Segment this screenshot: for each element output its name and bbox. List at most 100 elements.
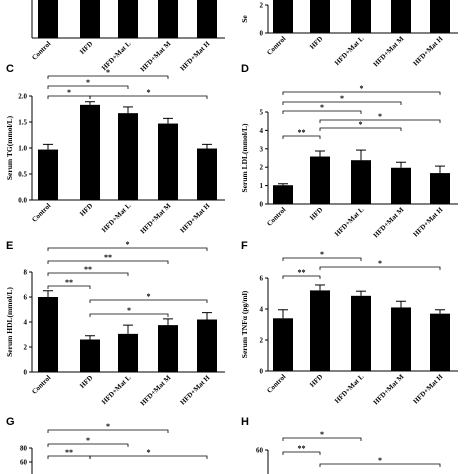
significance-label: * xyxy=(320,250,324,259)
significance-label: ** xyxy=(298,128,306,137)
significance-label: * xyxy=(320,430,324,439)
x-tick-label: HFD+Mat L xyxy=(100,374,132,406)
significance-label: * xyxy=(378,259,382,268)
significance-label: ** xyxy=(65,278,73,287)
significance-label: * xyxy=(86,78,90,87)
x-tick-label: HFD+Mat M xyxy=(372,34,406,68)
y-tick-label: 0 xyxy=(24,369,28,377)
x-tick-label: HFD xyxy=(308,35,324,51)
x-tick-label: HFD+Mat M xyxy=(372,372,406,406)
y-tick-label: 60 xyxy=(20,459,28,467)
bar xyxy=(430,313,450,371)
bar xyxy=(197,319,217,372)
bar xyxy=(391,0,411,33)
x-tick-label: HFD xyxy=(308,373,324,389)
y-tick-label: 0 xyxy=(260,30,264,38)
significance-label: ** xyxy=(298,268,306,277)
bar xyxy=(158,0,178,38)
bar xyxy=(351,160,371,204)
significance-label: * xyxy=(147,292,151,301)
significance-label: * xyxy=(127,306,131,315)
x-tick-label: Control xyxy=(265,35,287,57)
significance-bracket xyxy=(282,275,321,279)
y-tick-label: 0 xyxy=(260,201,264,209)
x-tick-label: HFD+Mat M xyxy=(372,205,406,239)
bar xyxy=(391,167,411,204)
significance-label: * xyxy=(106,68,110,77)
y-tick-label: 3 xyxy=(260,145,264,153)
y-tick-label: 6 xyxy=(24,294,28,302)
y-tick-label: 8 xyxy=(24,269,28,277)
y-tick-label: 1.0 xyxy=(18,145,27,153)
significance-label: * xyxy=(320,103,324,112)
significance-bracket xyxy=(47,247,208,251)
x-tick-label: HFD xyxy=(78,202,94,218)
significance-label: * xyxy=(106,422,110,431)
x-tick-label: HFD+Mat M xyxy=(139,373,173,407)
significance-bracket xyxy=(47,75,169,79)
y-axis-label: Se xyxy=(240,15,249,23)
significance-bracket xyxy=(89,95,208,99)
y-tick-label: 2 xyxy=(260,337,264,345)
bar xyxy=(80,0,100,38)
x-tick-label: Control xyxy=(265,373,287,395)
significance-label: * xyxy=(126,240,130,249)
significance-bracket xyxy=(282,101,402,105)
y-tick-label: 2 xyxy=(260,164,264,172)
x-tick-label: Control xyxy=(30,374,52,396)
x-tick-label: HFD xyxy=(308,206,324,222)
bar xyxy=(38,0,58,38)
bar xyxy=(118,113,138,200)
y-tick-label: 60 xyxy=(256,447,264,455)
significance-bracket xyxy=(282,451,321,455)
significance-bracket xyxy=(319,266,441,270)
significance-label: * xyxy=(147,88,151,97)
bar xyxy=(273,318,293,371)
x-tick-label: Control xyxy=(30,202,52,224)
x-tick-label: HFD+Mat H xyxy=(412,372,445,405)
x-tick-label: Control xyxy=(30,40,52,62)
x-tick-label: HFD+Mat M xyxy=(139,201,173,235)
y-tick-label: 0 xyxy=(260,368,264,376)
significance-label: * xyxy=(147,448,151,457)
significance-label: ** xyxy=(298,444,306,453)
y-axis-label: Serum LDL(mmol/L) xyxy=(240,123,249,192)
y-tick-label: 0.5 xyxy=(18,171,27,179)
significance-label: * xyxy=(378,456,382,465)
x-tick-label: HFD+Mat L xyxy=(333,206,365,238)
y-tick-label: 0.0 xyxy=(18,197,27,205)
y-tick-label: 5 xyxy=(260,109,264,117)
significance-label: * xyxy=(378,112,382,121)
panel-letter: E xyxy=(6,240,13,252)
significance-bracket xyxy=(282,437,362,441)
panel-letter: H xyxy=(241,416,249,428)
x-tick-label: HFD+Mat M xyxy=(139,39,173,73)
bar xyxy=(310,156,330,204)
bar xyxy=(38,297,58,372)
x-tick-label: HFD+Mat L xyxy=(333,35,365,67)
panel-letter: F xyxy=(241,240,248,252)
significance-bracket xyxy=(47,285,91,289)
y-tick-label: 80 xyxy=(20,445,28,453)
bar xyxy=(197,0,217,38)
x-tick-label: HFD xyxy=(78,374,94,390)
bar xyxy=(80,339,100,372)
significance-bracket xyxy=(282,91,441,95)
significance-bracket xyxy=(47,429,169,433)
significance-bracket xyxy=(282,257,362,261)
bar xyxy=(391,307,411,371)
x-tick-label: HFD+Mat H xyxy=(179,39,212,72)
x-tick-label: HFD+Mat H xyxy=(179,201,212,234)
bar xyxy=(351,0,371,33)
significance-label: * xyxy=(86,436,90,445)
significance-label: ** xyxy=(65,448,73,457)
y-tick-label: 1 xyxy=(260,182,264,190)
significance-label: * xyxy=(67,88,71,97)
panel-letter: G xyxy=(6,416,15,428)
significance-bracket xyxy=(89,313,169,317)
y-tick-label: 4 xyxy=(260,127,264,135)
significance-label: ** xyxy=(84,265,92,274)
x-tick-label: HFD+Mat H xyxy=(412,205,445,238)
bar xyxy=(158,325,178,372)
